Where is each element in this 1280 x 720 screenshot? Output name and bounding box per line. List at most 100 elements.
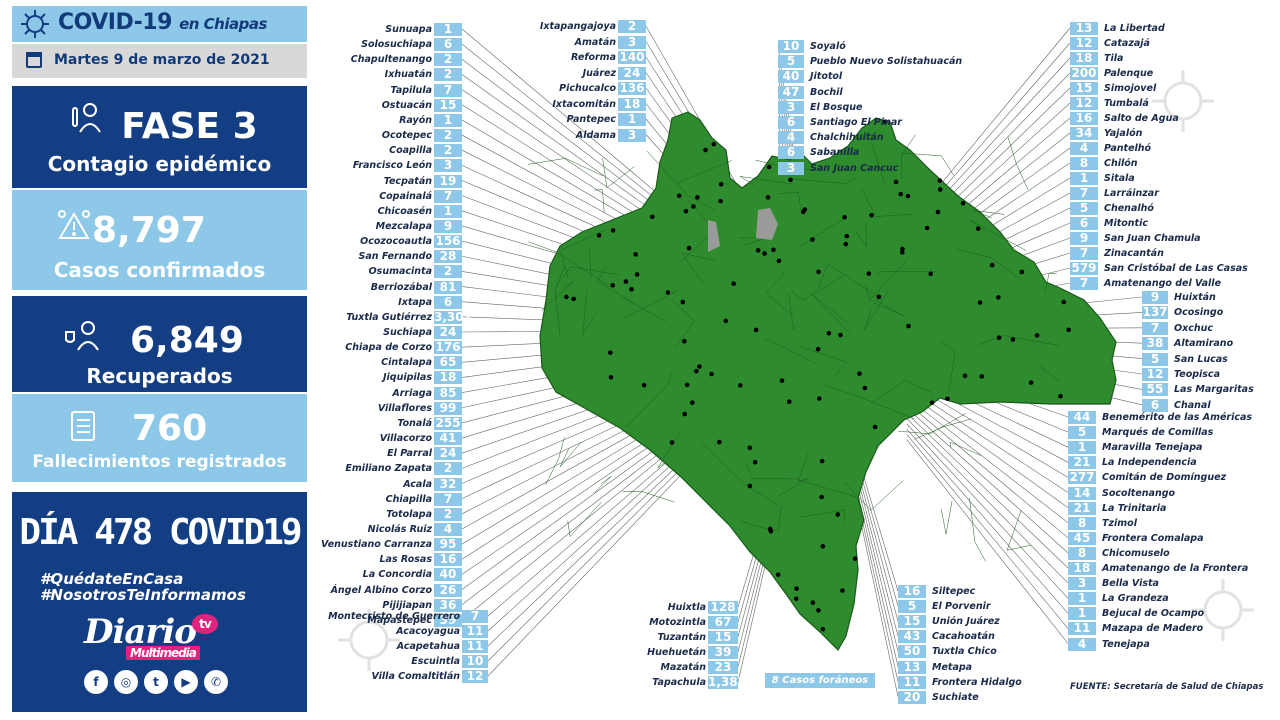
case-count-reforma: 140	[618, 50, 646, 64]
municipality-name-tapilula: Tapilula	[390, 84, 432, 96]
facebook-icon[interactable]: f	[84, 670, 108, 694]
municipal-seat-dot	[893, 179, 899, 185]
case-count-el-porvenir: 5	[898, 600, 926, 614]
municipal-seat-dot	[900, 250, 905, 255]
municipal-border	[788, 176, 858, 184]
municipality-name-acala: Acala	[403, 478, 432, 490]
case-count-ocosingo: 137	[1142, 305, 1168, 320]
case-count-bejucal-de-ocampo: 1	[1068, 607, 1096, 621]
municipal-seat-dot	[680, 299, 686, 305]
case-count-san-cristobal-de-las-casas: 579	[1070, 261, 1098, 275]
municipal-seat-dot	[775, 572, 781, 577]
municipality-name-tuxtla-gutierrez: Tuxtla Gutiérrez	[346, 311, 432, 323]
instagram-icon[interactable]: ◎	[114, 670, 138, 694]
municipal-seat-dot	[937, 178, 943, 183]
municipality-name-frontera-hidalgo: Frontera Hidalgo	[932, 676, 1022, 688]
municipal-border	[594, 475, 612, 493]
municipality-name-pichucalco: Pichucalco	[559, 83, 616, 94]
case-count-tuxtla-chico: 50	[898, 645, 926, 659]
case-count-ixhuatan: 2	[434, 68, 462, 82]
case-count-union-juarez: 15	[898, 615, 926, 629]
case-count-pueblo-nuevo-solistahuacan: 5	[778, 55, 804, 69]
twitter-icon[interactable]: t	[144, 670, 168, 694]
municipal-seat-dot	[1061, 299, 1067, 305]
case-count-chenalho: 5	[1070, 202, 1098, 215]
page-title: COVID-19 en Chiapas	[58, 10, 267, 35]
municipal-seat-dot	[767, 526, 773, 532]
municipal-border	[545, 437, 565, 485]
municipality-name-mazatan: Mazatán	[660, 662, 706, 673]
municipality-name-ixtapa: Ixtapa	[398, 296, 432, 308]
municipality-name-metapa: Metapa	[932, 661, 973, 673]
municipal-seat-dot	[820, 544, 826, 549]
deaths-label: Fallecimientos registrados	[32, 452, 287, 472]
municipality-name-ocotepec: Ocotepec	[381, 130, 432, 142]
municipal-border	[870, 142, 885, 183]
municipality-name-larrainzar: Larráinzar	[1104, 188, 1159, 199]
municipality-name-ixtapangajoya: Ixtapangajoya	[539, 21, 616, 32]
municipal-border	[817, 263, 878, 297]
municipal-border	[825, 385, 915, 419]
municipality-name-jitotol: Jitotol	[810, 71, 843, 83]
municipality-name-san-juan-chamula: San Juan Chamula	[1104, 233, 1201, 244]
case-count-soyalo: 10	[778, 40, 804, 53]
municipality-name-pijijiapan: Pijijiapan	[382, 599, 432, 611]
municipal-seat-dot	[996, 295, 1001, 300]
municipality-name-chenalho: Chenalhó	[1104, 203, 1154, 214]
case-count-el-bosque: 3	[778, 100, 804, 114]
municipal-seat-dot	[669, 440, 675, 445]
case-count-cintalapa: 65	[434, 356, 462, 370]
municipality-name-tenejapa: Tenejapa	[1102, 638, 1150, 650]
case-count-suchiate: 20	[898, 690, 926, 704]
municipal-border	[901, 152, 954, 176]
municipality-name-juarez: Juárez	[582, 67, 616, 79]
diario-logo: Diario tv Multimedia	[84, 612, 218, 660]
leader-line	[487, 445, 705, 662]
municipality-name-rayon: Rayón	[399, 114, 432, 126]
case-count-ixtapa: 6	[434, 295, 462, 309]
case-count-bochil: 47	[778, 85, 804, 99]
municipality-name-pantepec: Pantepec	[566, 114, 616, 125]
case-count-las-rosas: 16	[434, 553, 462, 567]
municipal-seat-dot	[924, 225, 930, 231]
case-count-tila: 18	[1070, 52, 1098, 65]
municipality-name-siltepec: Siltepec	[932, 586, 976, 597]
municipal-border	[582, 290, 596, 335]
case-count-berriozabal: 81	[434, 280, 462, 294]
case-count-cacahoatan: 43	[898, 630, 926, 644]
municipal-seat-dot	[691, 204, 696, 209]
municipal-border	[1006, 510, 1032, 551]
municipal-seat-dot	[820, 626, 826, 632]
municipal-seat-dot	[776, 258, 782, 264]
municipal-border	[790, 275, 845, 301]
case-count-tumbala: 12	[1070, 97, 1098, 110]
municipal-border	[1007, 136, 1029, 190]
case-count-angel-albino-corzo: 26	[434, 583, 462, 597]
case-count-villa-comaltitlan: 12	[462, 670, 488, 683]
recovered-card: 6,849 Recuperados	[12, 296, 307, 392]
virus-watermark-icon	[1152, 70, 1214, 132]
doctor-icon	[72, 103, 101, 133]
case-count-pijijiapan: 36	[434, 598, 462, 612]
municipal-seat-dot	[766, 164, 772, 170]
day-number: 478	[94, 512, 153, 553]
municipality-name-catazaja: Catazajá	[1104, 38, 1150, 49]
youtube-icon[interactable]: ▶	[174, 670, 198, 694]
municipality-name-sabanilla: Sabanilla	[810, 147, 860, 159]
case-count-san-juan-cancuc: 3	[778, 161, 804, 175]
municipality-name-la-concordia: La Concordia	[362, 569, 432, 581]
case-count-francisco-leon: 3	[434, 159, 462, 173]
municipality-name-villacorzo: Villacorzo	[379, 433, 432, 445]
case-count-chapultenango: 2	[434, 53, 462, 67]
municipal-seat-dot	[928, 271, 934, 277]
municipality-name-marques-de-comillas: Marqués de Comillas	[1102, 427, 1214, 439]
whatsapp-icon[interactable]: ✆	[204, 670, 228, 694]
brand-sub: Multimedia	[126, 646, 200, 660]
municipality-name-suchiapa: Suchiapa	[383, 327, 432, 338]
case-count-comitan-de-dominguez: 277	[1068, 470, 1096, 485]
municipal-seat-dot	[752, 459, 758, 465]
municipality-name-ixtacomitan: Ixtacomitán	[552, 98, 616, 110]
municipal-seat-dot	[690, 400, 695, 405]
case-count-san-fernando: 28	[434, 250, 462, 264]
leader-line	[906, 386, 1069, 493]
